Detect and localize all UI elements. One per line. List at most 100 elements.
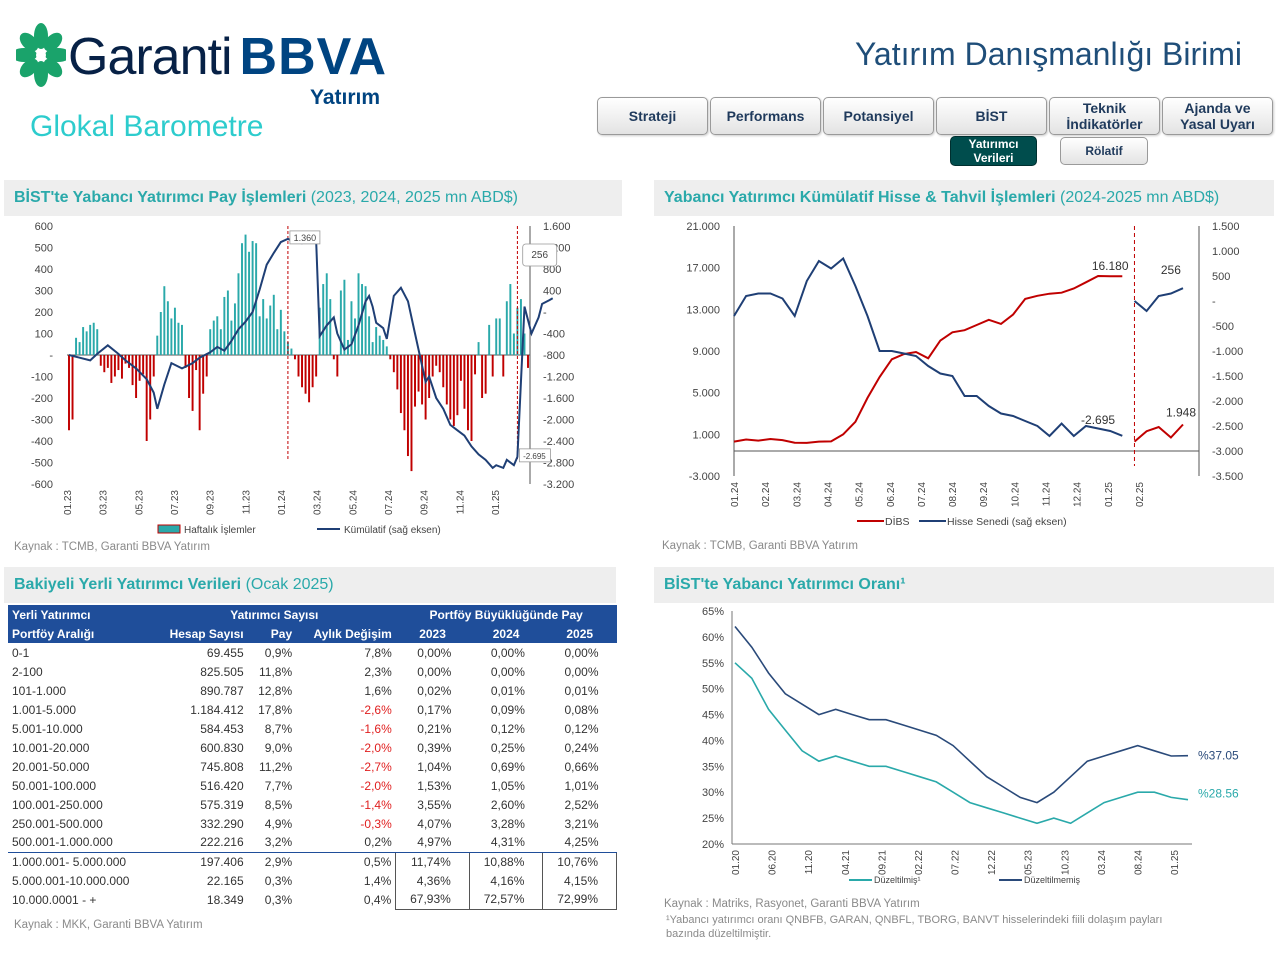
cell-accounts: 584.453 [200,721,244,736]
chart2-y-tick: 9.000 [692,346,720,358]
chart1-y-tick: 400 [35,264,53,276]
nav-potansiyel-button[interactable]: Potansiyel [823,97,934,135]
chart1-bar [399,355,402,414]
chart1-bar [424,355,427,420]
chart1-bar [452,355,455,426]
nav-yatirimci-verileri-button[interactable]: Yatırımcı Verileri [950,136,1037,166]
chart2-x-tick: 08.24 [948,482,959,507]
nav-rolatif-button[interactable]: Rölatif [1060,137,1148,165]
chart1-bar [293,355,296,360]
chart1-x-tick: 03.23 [99,490,110,515]
cell-accounts: 1.184.412 [190,702,244,717]
chart2-equity-label: -2.695 [1081,413,1115,427]
panel3-title-sub: (Ocak 2025) [245,576,334,593]
chart2-x-tick: 01.24 [730,482,741,507]
chart1-y-tick: 600 [35,221,53,233]
garanti-clover-logo-icon [16,23,66,87]
chart1-bar [75,337,78,355]
chart2-equity-label: 256 [1161,263,1181,277]
cell-accounts: 22.165 [206,873,244,888]
table-row: 100.001-250.000 575.319 8,5% -1,4% 3,55% 2,60… [8,795,617,814]
chart3-x-tick: 07.22 [951,850,962,875]
chart1-bar [92,322,95,355]
chart1-bar [322,284,325,355]
chart1-bar [113,355,116,377]
cell-range: 2-100 [12,664,43,679]
chart1-bar [470,355,473,441]
chart3-y-tick: 45% [702,710,724,722]
panel4-footnote-line1: ¹Yabancı yatırımcı oranı QNBFB, GARAN, Q… [666,914,1163,926]
cell-monthly-change: -2,6% [360,702,392,717]
chart1-bar [512,333,515,355]
chart3-x-tick: 01.25 [1170,850,1181,875]
cell-share: 2,9% [264,854,293,869]
chart2-y-tick: 13.000 [686,304,720,316]
nav-strateji-button[interactable]: Strateji [597,97,708,135]
table-row: 101-1.000 890.787 12,8% 1,6% 0,02% 0,01% 0,01% [8,681,617,700]
chart1-bar [410,355,413,472]
chart1-y-tick: 200 [35,307,53,319]
nav-teknik-button[interactable]: Teknik İndikatörler [1049,97,1160,135]
chart1-bar [163,286,166,355]
chart1-bar [269,305,272,355]
chart2-legend-dibs: DİBS [885,515,910,528]
cell-share: 8,5% [264,797,293,812]
cell-2023: 0,00% [417,645,452,660]
table-header-share: Pay [247,624,297,643]
cell-share: 11,8% [259,664,293,679]
chart3-y-tick: 55% [702,658,724,670]
chart1-foreign-share-trades: 600500400300200100--100-200-300-400-500-… [31,221,574,536]
table-row: 0-1 69.455 0,9% 7,8% 0,00% 0,00% 0,00% [8,643,617,662]
chart1-bar [202,355,205,394]
table-header-group-portfolio: Portföy Büyüklüğünde Pay [395,605,617,624]
cell-2024: 0,00% [490,645,525,660]
cell-2024: 0,09% [490,702,525,717]
cell-2024: 4,31% [469,833,543,853]
cell-2023: 0,02% [417,683,452,698]
chart2-y2-tick: -2.000 [1212,396,1243,408]
chart1-bar [527,355,529,368]
cell-2023: 4,36% [395,871,470,890]
cell-monthly-change: -1,6% [360,721,392,736]
cell-2024: 72,57% [468,890,544,910]
nav-ajanda-button[interactable]: Ajanda ve Yasal Uyarı [1162,97,1273,135]
chart1-bar [474,355,477,375]
nav-performans-button[interactable]: Performans [710,97,821,135]
chart1-bar [145,355,148,441]
nav-bist-button[interactable]: BİST [936,97,1047,135]
chart1-bar [223,296,226,355]
chart1-bar [173,307,176,355]
cell-2024: 10,88% [468,851,544,871]
chart1-x-tick: 01.23 [63,490,74,515]
chart1-bar [230,320,233,355]
chart3-adjusted-line [734,662,1189,825]
chart3-x-tick: 11.20 [804,850,815,875]
chart1-legend-bars: Haftalık İşlemler [184,523,256,536]
chart1-bar [248,251,251,355]
chart1-bar [449,355,452,420]
chart1-y2-tick: -400 [543,329,565,341]
chart1-bar [336,355,339,377]
cell-share: 4,9% [264,816,293,831]
chart1-bar [498,318,501,355]
chart1-bar [85,331,88,355]
chart1-bar [290,348,293,355]
panel1-title-sub: (2023, 2024, 2025 mn ABD$) [310,189,518,206]
cell-share: 9,0% [264,740,293,755]
cell-accounts: 197.406 [200,854,244,869]
chart1-x-tick: 11.23 [241,490,252,515]
chart1-bar [156,335,159,355]
chart1-bar [96,329,99,355]
chart1-bar [301,355,304,388]
cell-share: 8,7% [264,721,293,736]
cell-range: 250.001-500.000 [12,816,103,831]
table-header-2024: 2024 [469,624,543,643]
cell-accounts: 18.349 [206,892,244,907]
table-row: 2-100 825.505 11,8% 2,3% 0,00% 0,00% 0,00% [8,662,617,681]
cell-range: 500.001-1.000.000 [8,833,153,853]
chart1-y-tick: 500 [35,243,53,255]
table-row: 250.001-500.000 332.290 4,9% -0,3% 4,07% 3,28… [8,814,617,833]
panel4-title-main: BİST'te Yabancı Yatırımcı Oranı¹ [664,576,906,593]
chart1-bar [241,243,243,355]
chart1-legend-swatch-bars [157,524,181,534]
